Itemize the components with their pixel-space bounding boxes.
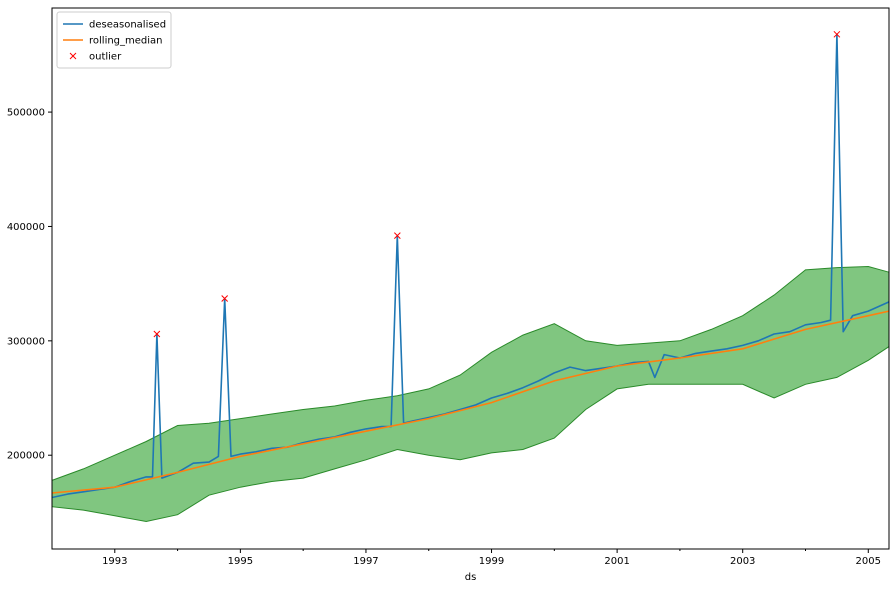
x-axis-label: ds [465, 572, 477, 583]
series-line-rolling-median [51, 310, 890, 494]
y-tick-label: 300000 [7, 336, 45, 347]
x-tick-label: 2001 [604, 556, 629, 567]
outlier-marker [393, 232, 401, 239]
legend-item-deseasonalised: deseasonalised [63, 20, 166, 31]
outlier-marker [833, 30, 841, 38]
tick-layer: 1993 1995 1997 1999 2001 2003 2005 200000 300000… [7, 108, 881, 567]
line-layer [51, 33, 890, 499]
y-tick-label: 200000 [7, 451, 45, 462]
x-tick-label: 1995 [228, 556, 253, 567]
x-tick-label: 1993 [102, 556, 127, 567]
band-area [51, 265, 890, 523]
legend-box [56, 11, 172, 69]
x-tick-label: 2005 [856, 556, 881, 567]
outlier-marker [221, 295, 229, 302]
outlier-marker [153, 330, 161, 338]
x-tick-label: 1999 [479, 556, 504, 567]
x-tick-label: 1997 [353, 556, 378, 567]
marker-layer [153, 30, 841, 338]
plot-frame [51, 7, 890, 550]
legend-item-rolling-median: rolling_median [63, 36, 163, 47]
legend-item-outlier: outlier [69, 52, 122, 63]
y-tick-label: 400000 [7, 222, 45, 233]
legend-label: outlier [89, 52, 122, 63]
x-tick-label: 2003 [730, 556, 755, 567]
legend-swatch [69, 52, 77, 60]
y-tick-label: 500000 [7, 108, 45, 119]
legend-label: rolling_median [89, 36, 163, 47]
legend-label: deseasonalised [89, 20, 166, 31]
band-layer [51, 265, 890, 523]
